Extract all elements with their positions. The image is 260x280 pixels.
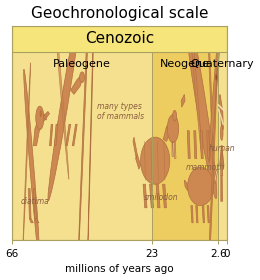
Polygon shape xyxy=(221,146,223,176)
Text: Quaternary: Quaternary xyxy=(191,59,254,69)
Text: smilodon: smilodon xyxy=(144,193,179,202)
FancyBboxPatch shape xyxy=(12,26,227,52)
Bar xyxy=(218,26,227,240)
Polygon shape xyxy=(28,188,31,218)
Ellipse shape xyxy=(188,167,214,206)
Text: mammoth: mammoth xyxy=(186,163,225,172)
Polygon shape xyxy=(136,154,140,169)
Polygon shape xyxy=(71,73,84,94)
Polygon shape xyxy=(207,206,209,223)
Bar xyxy=(12,26,152,240)
Polygon shape xyxy=(41,111,50,122)
Polygon shape xyxy=(194,131,197,158)
Polygon shape xyxy=(187,131,190,158)
Ellipse shape xyxy=(173,110,177,121)
Polygon shape xyxy=(196,206,198,223)
Polygon shape xyxy=(174,141,176,158)
Polygon shape xyxy=(44,114,46,120)
Polygon shape xyxy=(143,184,147,208)
Ellipse shape xyxy=(24,69,40,261)
Text: Paleogene: Paleogene xyxy=(53,59,111,69)
Polygon shape xyxy=(172,141,173,157)
Polygon shape xyxy=(133,137,137,158)
Polygon shape xyxy=(29,218,33,223)
Text: diatima: diatima xyxy=(21,197,49,206)
Ellipse shape xyxy=(140,137,170,184)
Ellipse shape xyxy=(88,0,96,257)
X-axis label: millions of years ago: millions of years ago xyxy=(65,264,174,274)
Bar xyxy=(152,26,218,240)
Text: Neogene: Neogene xyxy=(160,59,210,69)
Polygon shape xyxy=(156,184,160,208)
Ellipse shape xyxy=(215,74,217,80)
Polygon shape xyxy=(184,180,188,191)
Polygon shape xyxy=(218,94,223,133)
Polygon shape xyxy=(35,218,39,223)
Polygon shape xyxy=(150,184,153,208)
Ellipse shape xyxy=(40,110,42,117)
Polygon shape xyxy=(202,206,205,223)
Polygon shape xyxy=(163,122,171,141)
Polygon shape xyxy=(162,184,166,208)
Polygon shape xyxy=(72,124,77,146)
Ellipse shape xyxy=(186,0,202,158)
Polygon shape xyxy=(222,176,223,201)
Polygon shape xyxy=(66,124,71,146)
Polygon shape xyxy=(220,150,221,167)
Polygon shape xyxy=(50,124,53,146)
Polygon shape xyxy=(214,169,218,184)
Polygon shape xyxy=(191,206,193,223)
Polygon shape xyxy=(207,131,210,158)
Ellipse shape xyxy=(209,9,222,162)
Text: Cenozoic: Cenozoic xyxy=(85,31,154,46)
Polygon shape xyxy=(54,124,58,146)
Polygon shape xyxy=(181,94,185,107)
Ellipse shape xyxy=(80,72,84,83)
Title: Geochronological scale: Geochronological scale xyxy=(31,6,208,20)
Text: many types
of mammals: many types of mammals xyxy=(97,102,144,121)
Ellipse shape xyxy=(184,3,217,199)
Ellipse shape xyxy=(23,62,31,246)
Ellipse shape xyxy=(36,106,44,130)
Text: human: human xyxy=(209,144,235,153)
Ellipse shape xyxy=(167,115,179,143)
Polygon shape xyxy=(33,188,37,218)
Polygon shape xyxy=(200,131,203,158)
Ellipse shape xyxy=(53,0,69,179)
Polygon shape xyxy=(222,150,224,169)
Polygon shape xyxy=(221,176,222,201)
Ellipse shape xyxy=(48,10,80,201)
Ellipse shape xyxy=(207,64,217,280)
Polygon shape xyxy=(33,120,40,146)
Ellipse shape xyxy=(220,125,223,140)
Ellipse shape xyxy=(79,0,92,253)
Ellipse shape xyxy=(206,0,214,174)
